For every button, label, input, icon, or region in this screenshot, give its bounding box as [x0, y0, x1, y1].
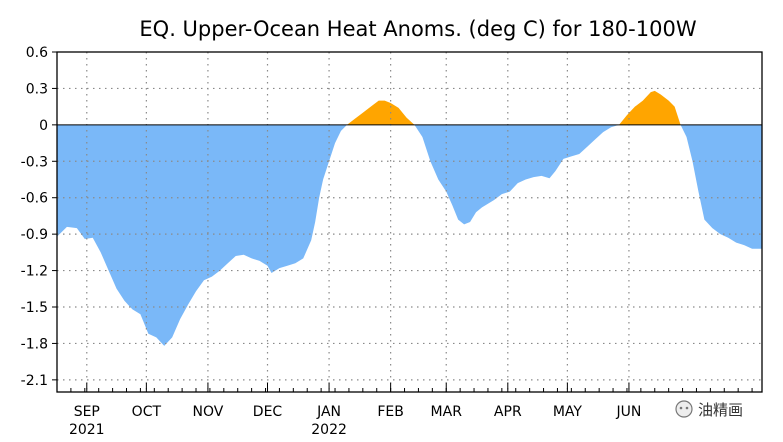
y-tick-label: -1.8	[21, 336, 48, 352]
series-layer	[57, 90, 762, 346]
x-year-label: 2022	[311, 422, 347, 438]
x-tick-label: JUN	[616, 404, 642, 420]
plot-frame	[56, 51, 763, 393]
plot-area: 0.6 0.3 0 -0.3 -0.6 -0.9 -1.2 -1.5 -1.8 -2.1 SEP 2…	[21, 45, 763, 438]
negative-anomaly-area	[57, 124, 762, 346]
x-axis: SEP 2021 OCT NOV DEC JAN 2022 FEB MAR APR MAY JUN	[56, 383, 753, 438]
y-tick-label: -0.9	[21, 227, 48, 243]
x-tick-label: JAN	[316, 404, 341, 420]
y-tick-label: 0	[39, 118, 48, 134]
y-tick-label: 0.6	[26, 45, 48, 61]
x-tick-label: DEC	[253, 404, 283, 420]
wechat-icon-dot	[685, 406, 689, 410]
chart-title: EQ. Upper-Ocean Heat Anoms. (deg C) for …	[139, 17, 696, 41]
x-tick-label: NOV	[193, 404, 224, 420]
x-year-label: 2021	[69, 422, 105, 438]
y-tick-label: -0.6	[21, 191, 48, 207]
y-tick-label: -0.3	[21, 154, 48, 170]
x-tick-label: OCT	[132, 404, 162, 420]
y-tick-label: -2.1	[21, 373, 48, 389]
x-tick-label: MAY	[553, 404, 583, 420]
x-tick-label: MAR	[431, 404, 463, 420]
grid-lines	[57, 52, 762, 392]
y-axis: 0.6 0.3 0 -0.3 -0.6 -0.9 -1.2 -1.5 -1.8 -2.1	[21, 45, 57, 389]
wechat-icon-dot	[679, 406, 683, 410]
x-tick-label: FEB	[377, 404, 404, 420]
y-tick-label: 0.3	[26, 81, 48, 97]
watermark-text: 油精画	[698, 401, 743, 419]
wechat-icon	[675, 400, 693, 418]
y-tick-label: -1.2	[21, 264, 48, 280]
x-tick-label: APR	[494, 404, 522, 420]
y-tick-label: -1.5	[21, 300, 48, 316]
watermark: 油精画	[675, 400, 743, 419]
x-tick-label: SEP	[74, 404, 100, 420]
